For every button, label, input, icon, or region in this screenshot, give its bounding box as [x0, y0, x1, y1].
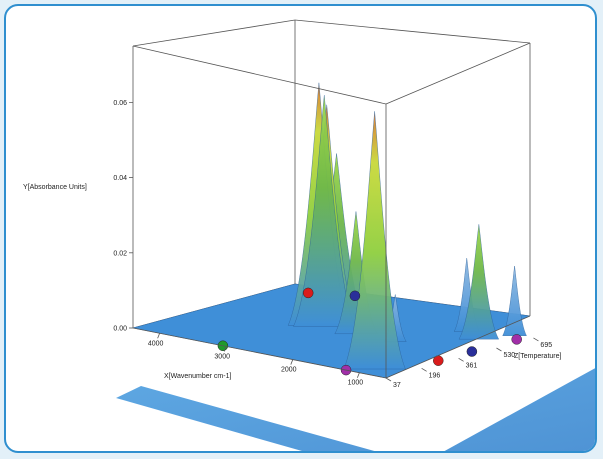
z-tick-mark — [458, 357, 464, 362]
surface-peak — [343, 111, 406, 370]
x-tick-mark — [356, 372, 360, 378]
peaks-layer — [287, 82, 527, 370]
z-tick-label: 361 — [466, 362, 478, 369]
z-tick-label: 37 — [393, 382, 401, 389]
x-axis-label: X[Wavenumber cm-1] — [164, 373, 231, 380]
y-tick-label: 0.00 — [113, 326, 127, 333]
markers-layer — [217, 287, 522, 376]
surface-peak — [458, 224, 500, 340]
x-tick-mark — [290, 359, 294, 365]
x-tick-mark — [157, 333, 161, 339]
floor-projection — [116, 368, 595, 451]
chart-frame: 0.00 0.02 0.04 0.06 4000 3000 2000 1000 37 196 3… — [4, 4, 597, 453]
y-tick-label: 0.02 — [113, 250, 127, 257]
x-tick-label: 4000 — [148, 340, 164, 347]
y-tick-label: 0.06 — [113, 100, 127, 107]
z-tick-mark — [421, 367, 427, 372]
surface-peak — [293, 95, 356, 327]
z-tick-label: 530 — [503, 352, 515, 359]
marker-purple — [511, 334, 522, 345]
z-axis-ticks: 37 196 361 530 695 — [385, 337, 552, 389]
marker-blue — [349, 290, 361, 302]
z-tick-label: 196 — [429, 372, 441, 379]
z-tick-mark — [496, 347, 502, 352]
surface-peak — [502, 265, 527, 336]
z-tick-mark — [385, 377, 392, 382]
x-tick-label: 2000 — [281, 367, 297, 374]
box-front-edges — [132, 42, 531, 379]
z-tick-mark — [533, 337, 539, 342]
y-axis-ticks: 0.00 0.02 0.04 0.06 — [113, 100, 133, 333]
x-tick-label: 3000 — [214, 353, 230, 360]
x-axis-ticks: 4000 3000 2000 1000 — [148, 333, 364, 387]
z-axis-label: Z[Temperature] — [514, 353, 562, 360]
x-tick-mark — [223, 346, 227, 352]
marker-red — [302, 287, 314, 299]
x-tick-label: 1000 — [348, 380, 364, 387]
marker-blue — [466, 346, 478, 357]
z-tick-label: 695 — [540, 342, 552, 349]
y-tick-label: 0.04 — [113, 175, 127, 182]
y-axis-label: Y[Absorbance Units] — [23, 184, 87, 191]
